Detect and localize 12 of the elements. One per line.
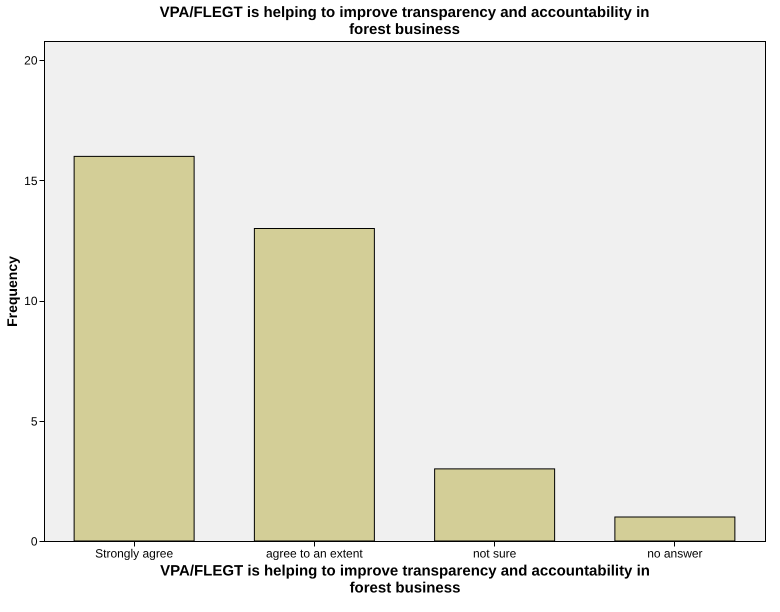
y-tick-label: 20 [24, 54, 38, 68]
y-tick-label: 5 [30, 414, 38, 428]
x-tick-label: agree to an extent [266, 546, 364, 560]
x-tick-label: Strongly agree [95, 546, 174, 560]
x-axis-title: VPA/FLEGT is helping to improve transparency and accountability in forest business [160, 562, 650, 596]
y-axis-title: Frequency [4, 256, 20, 327]
x-tick-label: not sure [472, 546, 517, 560]
y-tick-label: 15 [24, 174, 38, 188]
y-tick-label: 10 [24, 294, 38, 308]
y-tick-label: 0 [30, 534, 38, 548]
chart-title: VPA/FLEGT is helping to improve transparency and accountability in forest business [160, 4, 650, 38]
x-tick-label: no answer [647, 546, 703, 560]
